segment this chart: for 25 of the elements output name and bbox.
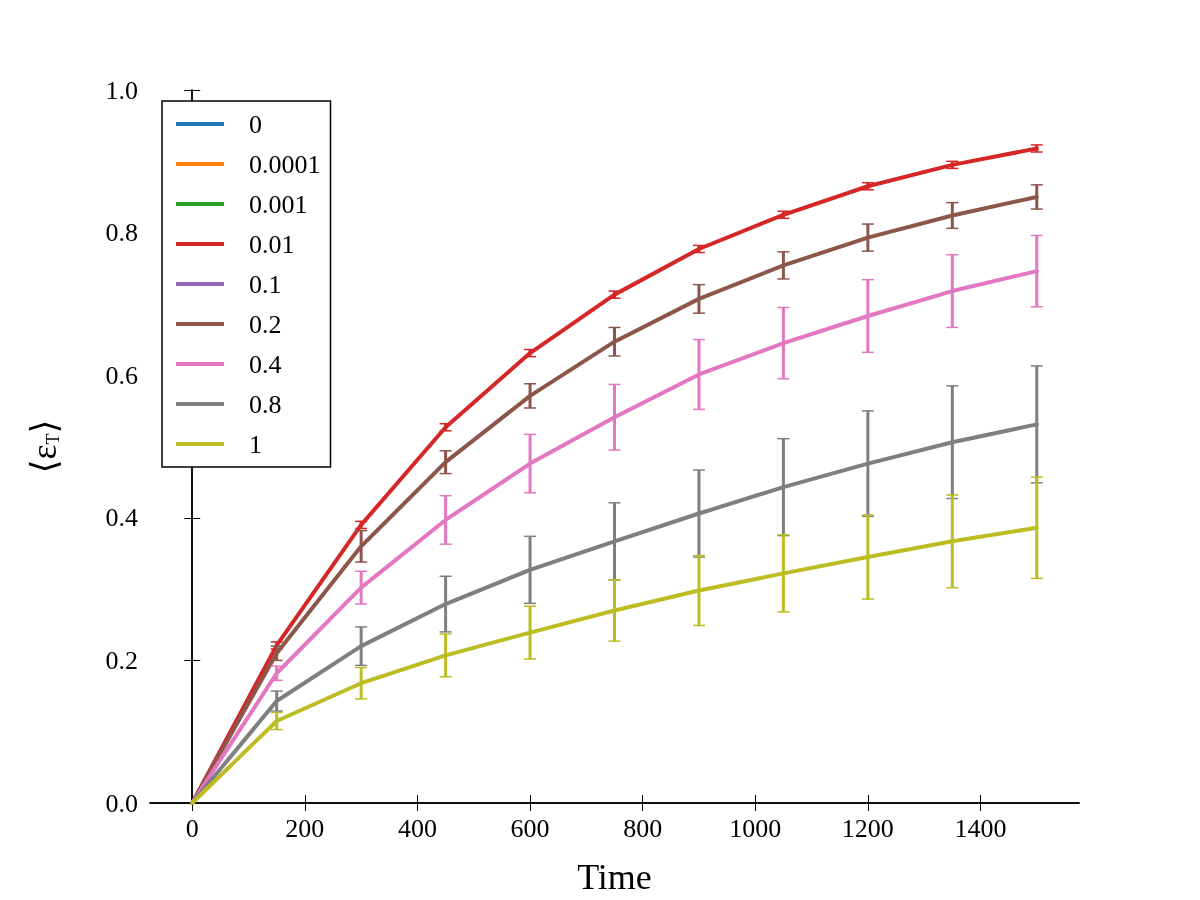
y-tick-label: 0.0 xyxy=(105,788,138,818)
y-tick-label: 0.4 xyxy=(105,503,138,533)
y-axis-title: ⟨εT⟩ xyxy=(24,419,64,474)
legend-label: 0.4 xyxy=(249,349,282,379)
y-tick-label: 0.2 xyxy=(105,645,138,675)
legend-label: 0.1 xyxy=(249,269,282,299)
x-tick-label: 200 xyxy=(285,813,325,843)
y-tick-label: 1.0 xyxy=(105,75,138,105)
x-tick-label: 800 xyxy=(623,813,663,843)
x-tick-label: 0 xyxy=(185,813,199,843)
x-axis-title: Time xyxy=(577,857,652,897)
x-tick-label: 1000 xyxy=(729,813,782,843)
x-tick-label: 600 xyxy=(510,813,550,843)
y-tick-label: 0.6 xyxy=(105,360,138,390)
y-tick-label: 0.8 xyxy=(105,218,138,248)
legend-label: 0.8 xyxy=(249,389,282,419)
legend-label: 0 xyxy=(249,109,262,139)
x-tick-label: 400 xyxy=(397,813,437,843)
x-tick-label: 1400 xyxy=(954,813,1007,843)
x-tick-label: 1200 xyxy=(841,813,894,843)
legend-label: 1 xyxy=(249,429,262,459)
legend-label: 0.0001 xyxy=(249,149,321,179)
legend-label: 0.01 xyxy=(249,229,295,259)
legend-label: 0.2 xyxy=(249,309,282,339)
legend-label: 0.001 xyxy=(249,189,308,219)
